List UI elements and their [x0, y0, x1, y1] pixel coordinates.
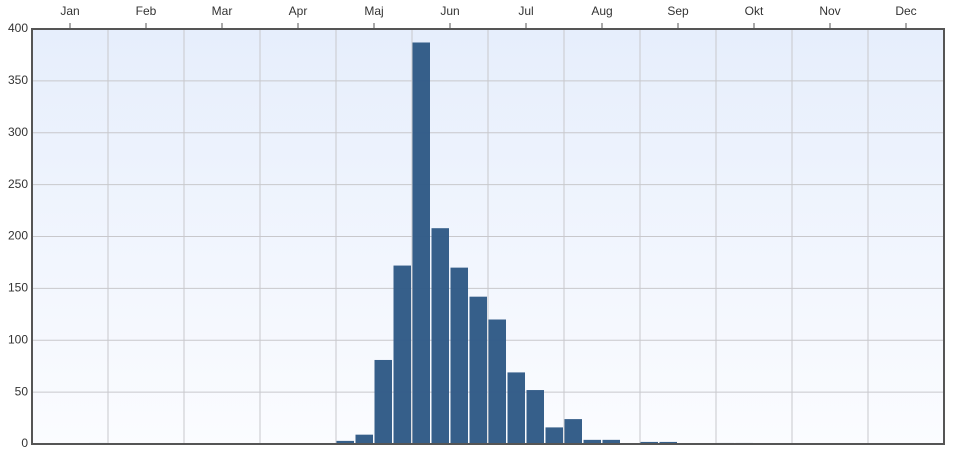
x-tick-label: Mar [212, 4, 233, 18]
y-tick-label: 400 [8, 21, 28, 35]
x-tick-label: Jun [440, 4, 459, 18]
bar [659, 441, 677, 444]
y-tick-label: 150 [8, 281, 28, 295]
x-tick-label: Apr [289, 4, 308, 18]
x-tick-label: Okt [745, 4, 764, 18]
bar [450, 267, 468, 444]
bar [564, 419, 582, 444]
bar [507, 372, 525, 444]
bar [393, 265, 411, 444]
x-tick-label: Feb [136, 4, 157, 18]
x-tick-label: Dec [895, 4, 916, 18]
x-tick-label: Nov [819, 4, 840, 18]
bar [374, 359, 392, 444]
y-tick-label: 250 [8, 177, 28, 191]
y-tick-label: 0 [21, 436, 28, 450]
y-tick-label: 300 [8, 125, 28, 139]
x-tick-label: Sep [667, 4, 689, 18]
y-tick-label: 350 [8, 73, 28, 87]
bar [431, 228, 449, 444]
bar [602, 439, 620, 444]
x-tick-label: Aug [591, 4, 612, 18]
bar [640, 441, 658, 444]
y-tick-label: 100 [8, 332, 28, 346]
bar [488, 319, 506, 444]
y-tick-label: 50 [15, 384, 29, 398]
bar [545, 427, 563, 444]
bar [336, 440, 354, 444]
plot-border [31, 28, 945, 445]
x-tick-label: Maj [364, 4, 383, 18]
bar [583, 439, 601, 444]
y-tick-label: 200 [8, 229, 28, 243]
bar [526, 390, 544, 444]
x-tick-label: Jan [60, 4, 79, 18]
x-tick-label: Jul [518, 4, 533, 18]
bar [355, 434, 373, 444]
bar [469, 296, 487, 444]
bar [412, 42, 430, 445]
